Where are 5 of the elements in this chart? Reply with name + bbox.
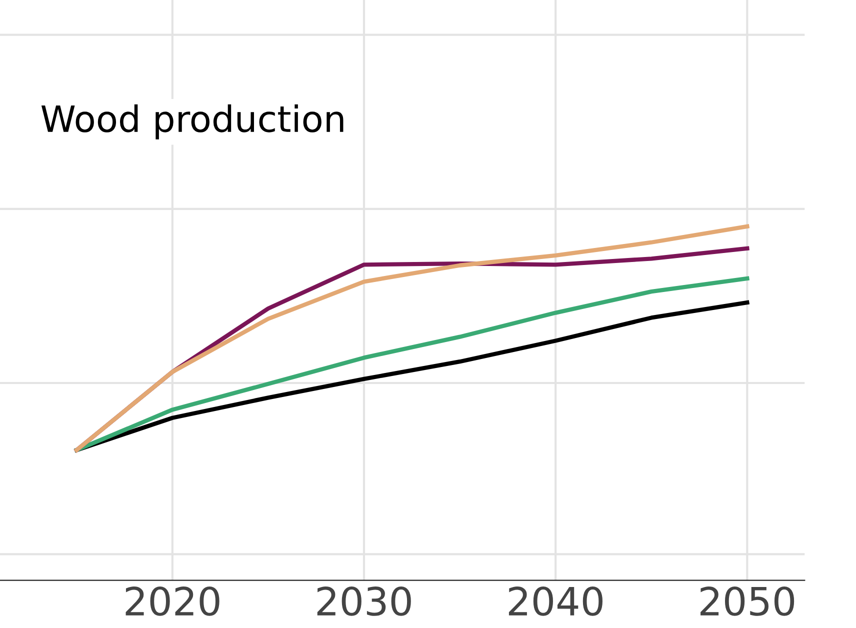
chart-title: Wood production [41,104,344,140]
x-tick-label: 2020 [126,586,220,616]
x-tick-label: 2040 [508,586,602,616]
x-tick-label: 2050 [700,586,794,616]
x-tick-label: 2030 [317,586,411,616]
